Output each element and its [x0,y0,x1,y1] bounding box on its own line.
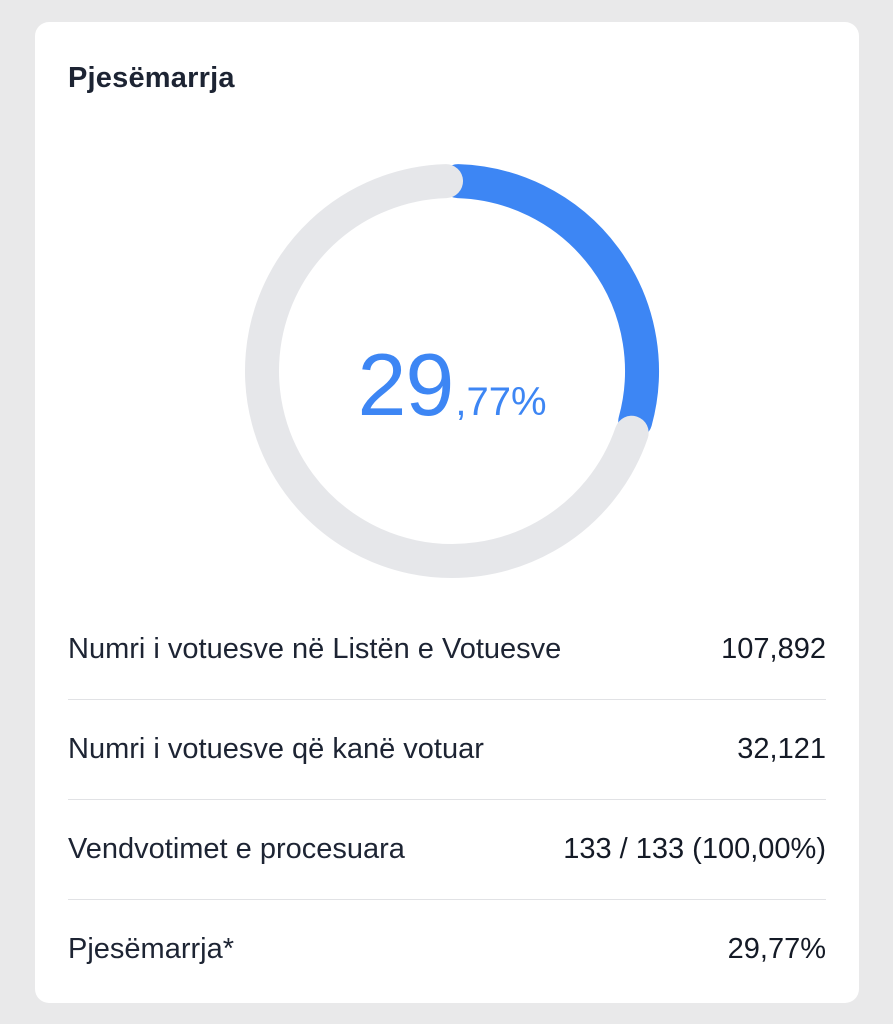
stat-value: 107,892 [721,633,826,665]
stat-value: 133 / 133 (100,00%) [563,833,826,865]
stat-value: 32,121 [737,733,826,765]
stat-row-turnout: Pjesëmarrja* 29,77% [68,900,826,999]
turnout-card: Pjesëmarrja 29,77% Numri i votuesve në L… [35,22,859,1003]
donut-svg [245,164,659,578]
card-title: Pjesëmarrja [68,62,235,94]
stat-label: Numri i votuesve që kanë votuar [68,733,484,765]
donut-segment-remaining [245,164,649,578]
stat-row-polling-stations: Vendvotimet e procesuara 133 / 133 (100,… [68,800,826,900]
stat-label: Vendvotimet e procesuara [68,833,405,865]
stat-value: 29,77% [727,933,826,965]
stat-row-registered-voters: Numri i votuesve në Listën e Votuesve 10… [68,600,826,700]
turnout-donut-chart: 29,77% [239,158,665,584]
stats-list: Numri i votuesve në Listën e Votuesve 10… [68,600,826,999]
donut-value-frac: ,77% [455,380,547,424]
donut-segment-voted [440,164,659,439]
donut-center-label: 29,77% [239,334,665,436]
donut-value-int: 29 [357,335,454,434]
stat-label: Numri i votuesve në Listën e Votuesve [68,633,562,665]
stat-label: Pjesëmarrja* [68,933,234,965]
stat-row-voted: Numri i votuesve që kanë votuar 32,121 [68,700,826,800]
